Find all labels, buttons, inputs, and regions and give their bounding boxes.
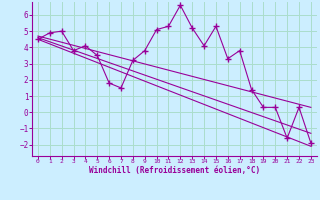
X-axis label: Windchill (Refroidissement éolien,°C): Windchill (Refroidissement éolien,°C) — [89, 166, 260, 175]
